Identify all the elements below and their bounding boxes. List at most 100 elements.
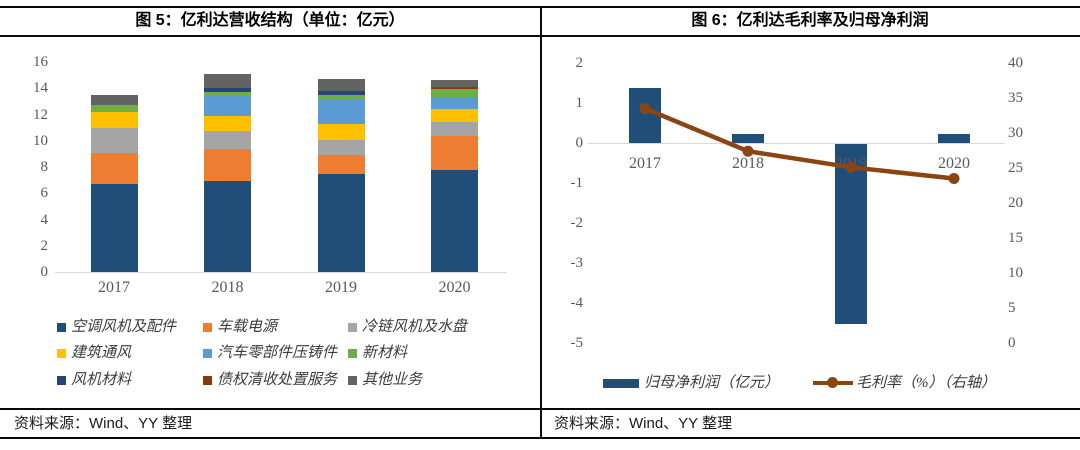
bar-segment — [90, 94, 138, 106]
bar-segment — [431, 108, 478, 122]
x-axis-label: 2017 — [629, 155, 661, 172]
bar-segment — [204, 73, 251, 89]
bar-segment — [90, 184, 138, 272]
x-axis-label: 2019 — [835, 155, 867, 172]
legend-label: 冷链风机及水盘 — [362, 319, 468, 335]
bar-segment — [317, 173, 365, 272]
legend-swatch-icon — [57, 376, 66, 385]
right-y-axis-label: 5 — [1008, 300, 1016, 316]
x-axis-label: 2018 — [211, 279, 244, 296]
legend-item: 车载电源 — [203, 319, 277, 336]
left-y-axis-label: -4 — [570, 295, 584, 311]
right-y-axis-label: 40 — [1008, 55, 1023, 71]
bar-segment — [317, 154, 365, 174]
bar-segment — [204, 181, 251, 272]
legend-line-dot-icon — [827, 377, 838, 388]
legend-item: 新材料 — [348, 345, 407, 362]
x-axis-label: 2018 — [732, 155, 764, 172]
bar-segment — [431, 96, 478, 109]
legend-label: 空调风机及配件 — [71, 319, 177, 335]
bar-segment — [204, 149, 251, 182]
legend-swatch-icon — [203, 323, 212, 332]
y-axis-label: 16 — [33, 54, 48, 70]
bar-net-profit — [732, 134, 764, 143]
y-axis-label: 4 — [40, 211, 49, 228]
left-y-axis-label: -3 — [570, 255, 584, 271]
bar-segment — [90, 127, 138, 154]
y-axis-label: 12 — [33, 106, 48, 123]
figure5-title: 图 5：亿利达营收结构（单位：亿元） — [135, 12, 405, 29]
bar-segment — [204, 91, 251, 97]
y-axis-label: 0 — [40, 264, 49, 280]
left-y-axis-label: -1 — [570, 175, 584, 191]
net-profit-gross-margin-combo-chart: 2 1 0 -1 -2 -3 -4 -5 40 35 30 25 20 15 10 5 0 2017 2018 201… — [540, 36, 1080, 408]
legend-label: 汽车零部件压铸件 — [217, 345, 338, 361]
legend-bar-swatch-icon — [603, 379, 639, 388]
left-y-axis-label: -5 — [570, 335, 584, 351]
bar-net-profit — [938, 134, 970, 143]
legend-item: 冷链风机及水盘 — [348, 319, 467, 336]
left-y-axis-label: -2 — [570, 215, 584, 231]
bar-segment — [431, 88, 478, 97]
left-y-axis-label: 0 — [575, 135, 584, 151]
right-y-axis-label: 15 — [1008, 230, 1023, 246]
legend-label: 债权清收处置服务 — [217, 372, 338, 388]
source-note-right: 资料来源：Wind、YY 整理 — [554, 415, 733, 432]
y-axis-label: 14 — [33, 80, 48, 97]
x-axis-label: 2020 — [938, 155, 970, 172]
legend-swatch-icon — [203, 376, 212, 385]
right-y-axis-label: 10 — [1008, 265, 1023, 281]
bar-segment — [431, 121, 478, 136]
legend-swatch-icon — [203, 349, 212, 358]
x-axis-label: 2017 — [98, 279, 130, 296]
gross-margin-line-layer — [639, 103, 960, 184]
y-axis-label: 8 — [40, 159, 49, 175]
bar-net-profit — [629, 87, 661, 143]
bar-segment — [317, 123, 365, 141]
bar-segment — [90, 105, 138, 112]
right-y-axis-label: 20 — [1008, 195, 1023, 211]
zero-axis-line — [588, 143, 1005, 144]
left-y-axis-label: 1 — [575, 95, 584, 111]
bar-segment — [317, 90, 365, 95]
legend-item: 建筑通风 — [57, 345, 131, 362]
bar-segment — [90, 153, 138, 185]
x-axis-label: 2019 — [325, 279, 357, 296]
bar-segment — [317, 79, 365, 91]
legend-item: 空调风机及配件 — [57, 319, 176, 336]
legend-label: 车载电源 — [217, 319, 278, 335]
bar-segment — [204, 130, 251, 150]
legend-label: 建筑通风 — [71, 345, 132, 361]
bar-segment — [431, 86, 478, 89]
legend-label: 毛利率（%）（右轴） — [856, 375, 996, 391]
gross-margin-point — [948, 173, 960, 184]
legend-label: 风机材料 — [71, 372, 132, 388]
source-note-left: 资料来源：Wind、YY 整理 — [14, 415, 193, 432]
legend-swatch-icon — [348, 323, 357, 332]
bar-segment — [90, 111, 138, 128]
legend-label: 归母净利润（亿元） — [644, 375, 780, 391]
right-y-axis-label: 35 — [1008, 90, 1023, 106]
legend-swatch-icon — [348, 349, 357, 358]
y-axis-label: 6 — [40, 185, 49, 202]
revenue-structure-stacked-bar-chart: 0 2 4 6 8 10 12 14 16 2017 2018 2019 2020 空调风机及配件 车载电源… — [0, 36, 540, 408]
bar-segment — [204, 115, 251, 131]
legend-label: 新材料 — [362, 345, 408, 361]
y-axis-label: 10 — [33, 132, 48, 149]
bar-segment — [431, 169, 478, 272]
bar-segment — [317, 94, 365, 100]
legend-swatch-icon — [57, 323, 66, 332]
x-axis-label: 2020 — [438, 279, 471, 296]
bar-segment — [431, 79, 478, 87]
legend-item: 债权清收处置服务 — [203, 372, 337, 389]
right-y-axis-label: 30 — [1008, 125, 1023, 141]
bar-segment — [204, 88, 251, 92]
x-axis-line — [55, 272, 507, 273]
bar-segment — [431, 135, 478, 170]
left-y-axis-label: 2 — [575, 55, 584, 71]
legend-swatch-icon — [348, 376, 357, 385]
y-axis-label: 2 — [40, 237, 49, 254]
bar-segment — [317, 140, 365, 155]
right-y-axis-label: 0 — [1008, 335, 1016, 351]
